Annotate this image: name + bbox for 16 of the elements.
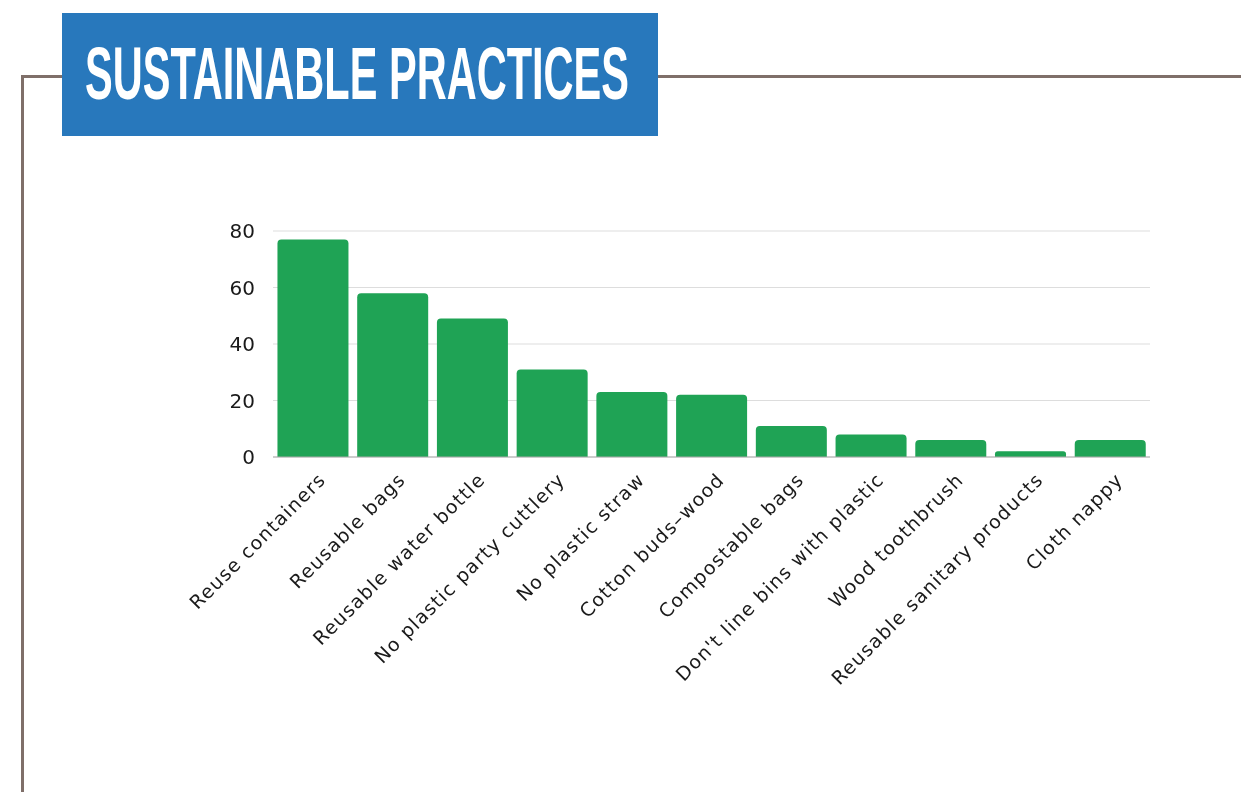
y-tick-label: 0 [242, 445, 255, 470]
y-tick-label: 20 [229, 388, 255, 413]
bar [835, 434, 907, 457]
bar [915, 440, 987, 457]
y-tick-label: 60 [229, 275, 255, 300]
bar [516, 369, 588, 457]
bar [277, 239, 349, 457]
y-tick-label: 80 [229, 219, 255, 244]
y-tick-label: 40 [229, 332, 255, 357]
bar [676, 394, 748, 457]
bar [1074, 440, 1146, 457]
chart-title: SUSTAINABLE PRACTICES [85, 31, 630, 115]
bar [436, 318, 508, 457]
bar [755, 425, 827, 457]
bar [596, 392, 668, 457]
bar [357, 293, 429, 457]
